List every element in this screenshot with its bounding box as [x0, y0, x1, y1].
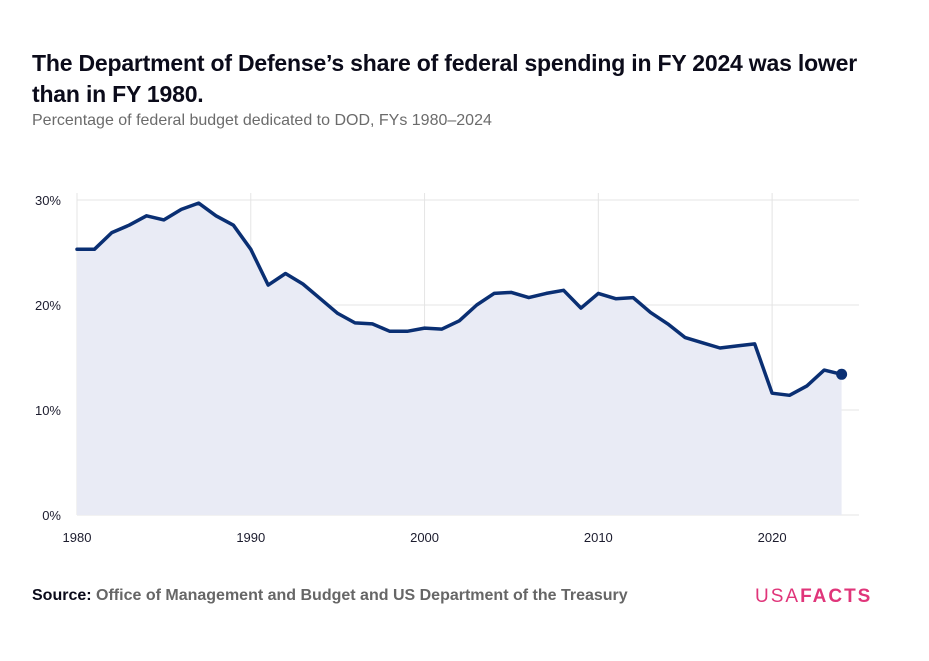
source-text: Office of Management and Budget and US D…: [96, 587, 628, 604]
data-point: [683, 336, 687, 340]
data-point: [318, 297, 322, 301]
data-point: [666, 322, 670, 326]
axes: 0% 10% 20% 30% 1980 1990 2000 2010 2020: [35, 193, 787, 545]
data-point: [718, 346, 722, 350]
data-point: [75, 247, 79, 251]
data-point: [162, 218, 166, 222]
data-point: [440, 327, 444, 331]
data-point: [596, 291, 600, 295]
chart-title: The Department of Defense’s share of fed…: [32, 50, 857, 107]
logo-usa: USA: [755, 586, 801, 607]
usafacts-logo[interactable]: USAFACTS: [755, 586, 872, 608]
data-point: [579, 306, 583, 310]
x-tick-label: 2010: [584, 530, 613, 545]
data-points: [75, 201, 848, 397]
data-point: [753, 342, 757, 346]
data-point: [405, 329, 409, 333]
area-fill: [77, 203, 842, 515]
data-point: [544, 291, 548, 295]
data-point: [822, 368, 826, 372]
x-tick-label: 1990: [236, 530, 265, 545]
x-tick-label: 1980: [63, 530, 92, 545]
data-point: [370, 322, 374, 326]
logo-facts: FACTS: [800, 586, 873, 607]
data-point: [735, 344, 739, 348]
y-tick-label: 20%: [35, 298, 61, 313]
data-point: [231, 223, 235, 227]
data-point: [336, 311, 340, 315]
data-point: [179, 207, 183, 211]
data-point: [527, 296, 531, 300]
data-point: [127, 223, 131, 227]
data-point: [214, 214, 218, 218]
source-note: Source: Office of Management and Budget …: [32, 587, 628, 605]
x-tick-label: 2020: [758, 530, 787, 545]
data-point: [701, 341, 705, 345]
data-point: [787, 393, 791, 397]
data-point: [509, 290, 513, 294]
data-point: [388, 329, 392, 333]
series-line: [75, 201, 844, 398]
chart-subtitle: Percentage of federal budget dedicated t…: [32, 112, 492, 129]
data-point: [631, 296, 635, 300]
data-point: [197, 201, 201, 205]
x-tick-label: 2000: [410, 530, 439, 545]
source-label: Source:: [32, 587, 92, 604]
y-tick-label: 30%: [35, 193, 61, 208]
data-point: [457, 319, 461, 323]
y-tick-label: 10%: [35, 403, 61, 418]
data-point: [92, 247, 96, 251]
data-point: [284, 272, 288, 276]
data-point: [648, 310, 652, 314]
data-point: [249, 247, 253, 251]
data-point: [423, 326, 427, 330]
end-point-marker: [836, 368, 848, 380]
y-tick-label: 0%: [42, 508, 61, 523]
data-point: [805, 384, 809, 388]
data-point: [110, 231, 114, 235]
data-point: [614, 297, 618, 301]
data-point: [770, 391, 774, 395]
data-point: [145, 214, 149, 218]
data-point: [492, 291, 496, 295]
data-point: [562, 288, 566, 292]
data-point: [475, 303, 479, 307]
data-point: [301, 282, 305, 286]
data-point: [266, 283, 270, 287]
data-point: [353, 321, 357, 325]
